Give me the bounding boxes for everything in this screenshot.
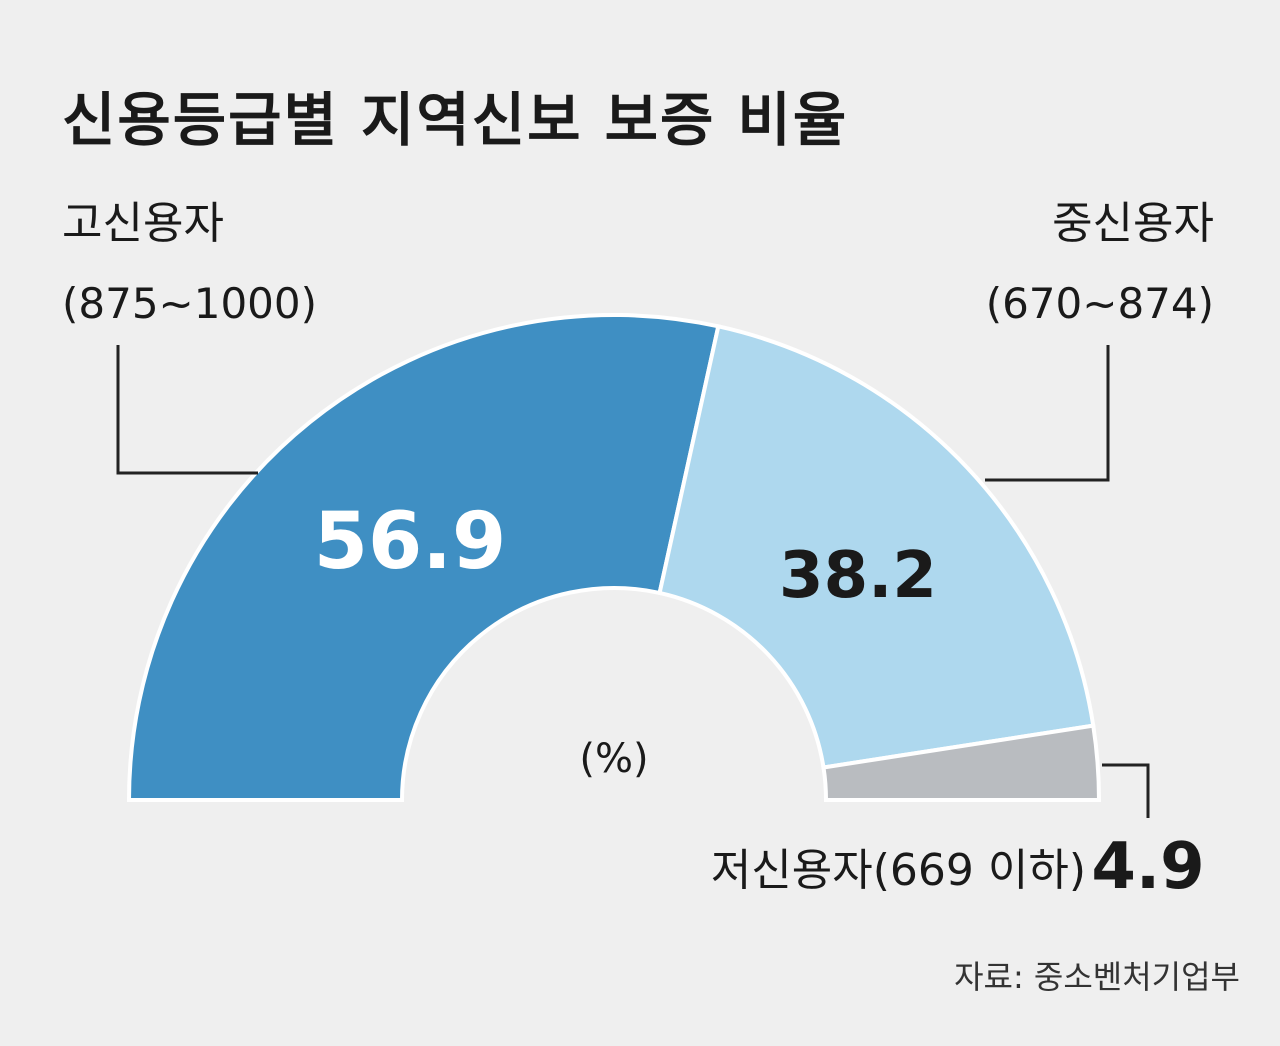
- leader-line-low: [1102, 763, 1150, 818]
- label-mid-range: (670~874): [986, 279, 1214, 328]
- label-mid-name: 중신용자: [1052, 198, 1214, 249]
- donut-slices: [126, 313, 1102, 802]
- slice-mid-credit: [657, 323, 1096, 770]
- value-label-low: 4.9: [1091, 830, 1204, 904]
- source-note: 자료: 중소벤처기업부: [954, 958, 1240, 996]
- chart-title: 신용등급별 지역신보 보증 비율: [62, 86, 848, 154]
- leader-line-mid: [985, 345, 1110, 482]
- slice-high-credit: [126, 313, 721, 802]
- label-high-name: 고신용자: [62, 198, 224, 249]
- unit-label: (%): [579, 736, 648, 782]
- value-label-high: 56.9: [314, 497, 506, 587]
- label-high-range: (875~1000): [62, 279, 317, 328]
- value-label-mid: 38.2: [779, 539, 937, 613]
- leader-line-high: [116, 345, 258, 475]
- slice-low-credit: [821, 723, 1102, 802]
- label-low-name: 저신용자(669 이하): [711, 845, 1086, 896]
